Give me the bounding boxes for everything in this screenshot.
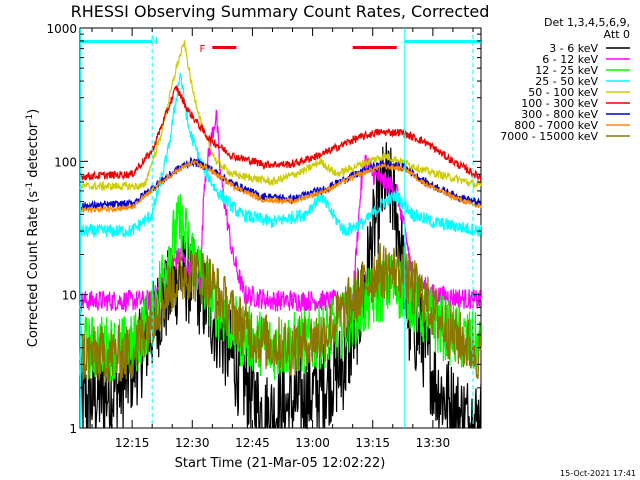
- flare-bar-0: [212, 46, 237, 49]
- x-tick-label: 13:00: [295, 436, 330, 450]
- night-label: N: [150, 36, 157, 47]
- chart-title: RHESSI Observing Summary Count Rates, Co…: [71, 2, 490, 21]
- x-tick-label: 13:15: [355, 436, 390, 450]
- y-tick-label: 1000: [46, 22, 77, 36]
- x-tick-label: 12:45: [235, 436, 270, 450]
- night-bar-1: [404, 40, 481, 43]
- x-tick-label: 12:30: [175, 436, 210, 450]
- legend-label-2: 12 - 25 keV: [535, 64, 598, 77]
- legend-label-1: 6 - 12 keV: [542, 53, 598, 66]
- night-bar-0: [80, 40, 153, 43]
- x-tick-label: 12:15: [115, 436, 150, 450]
- y-label-sup2: -1: [25, 114, 35, 123]
- y-tick-label: 10: [62, 289, 77, 303]
- series-layer: [79, 39, 482, 431]
- y-axis-label: Corrected Count Rate (s-1 detector-1): [25, 109, 41, 347]
- legend-label-0: 3 - 6 keV: [549, 42, 598, 55]
- legend-header-2: Att 0: [604, 28, 630, 41]
- flare-label: F: [199, 44, 205, 55]
- y-axis-label-text: Corrected Count Rate (s-1 detector-1): [25, 109, 41, 347]
- series-line-5: [79, 85, 482, 182]
- y-tick-label: 100: [54, 155, 77, 169]
- annotation-layer: NF: [80, 28, 481, 428]
- legend-label-5: 100 - 300 keV: [521, 97, 598, 110]
- y-label-main: Corrected Count Rate (s: [26, 191, 41, 348]
- legend-label-3: 25 - 50 keV: [535, 75, 598, 88]
- legend-label-6: 300 - 800 keV: [521, 108, 598, 121]
- legend-label-7: 800 - 7000 keV: [514, 119, 598, 132]
- y-label-end: ): [26, 109, 41, 114]
- y-label-mid: detector: [26, 122, 41, 182]
- x-tick-label: 13:30: [416, 436, 451, 450]
- legend-label-8: 7000 - 15000 keV: [500, 130, 598, 143]
- flare-bar-1: [352, 46, 397, 49]
- y-label-sup1: -1: [25, 182, 35, 191]
- x-axis-label: Start Time (21-Mar-05 12:02:22): [175, 456, 386, 471]
- legend-header-1: Det 1,3,4,5,6,9,: [544, 16, 630, 29]
- legend-label-4: 50 - 100 keV: [528, 86, 598, 99]
- series-line-8: [79, 242, 482, 383]
- series-line-7: [79, 160, 482, 215]
- series-line-4: [79, 39, 482, 192]
- series-line-3: [79, 72, 482, 239]
- footer-timestamp: 15-Oct-2021 17:41: [560, 469, 636, 478]
- axis-layer: 1 10 100 1000 12:15 12:30 12:45 13:00 13:15 13:30: [46, 22, 481, 450]
- y-tick-label: 1: [69, 422, 77, 436]
